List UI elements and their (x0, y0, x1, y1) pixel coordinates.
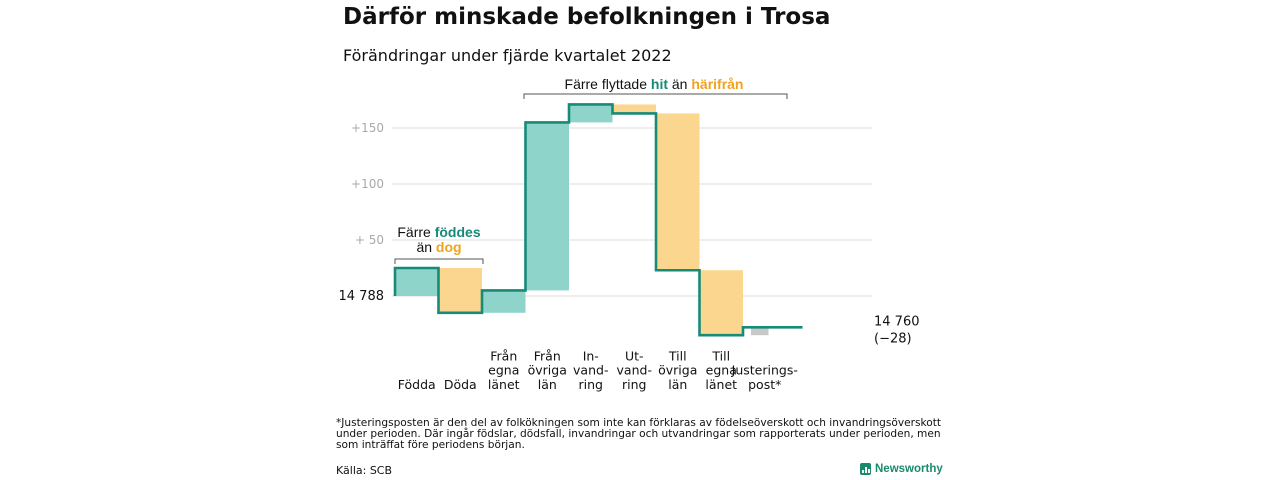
annotation-births-line2: än dog (416, 239, 461, 255)
category-label: In-vand-ring (573, 348, 608, 392)
category-label: Från egna länet (488, 348, 520, 392)
waterfall-bar (656, 113, 700, 271)
y-tick-label: + 50 (355, 233, 384, 247)
source-label: Källa: SCB (336, 464, 393, 477)
annotation-bracket (523, 93, 788, 99)
brand-logo: Newsworthy (860, 463, 943, 475)
cumulative-line (393, 103, 803, 337)
waterfall-bar (395, 268, 439, 296)
annotation-births-line1: Färre föddes (397, 224, 480, 240)
category-label: Till övriga län (658, 348, 697, 392)
waterfall-bar (751, 327, 769, 336)
waterfall-bar (438, 268, 482, 313)
waterfall-bar (525, 122, 569, 291)
end-value-label: 14 760 (874, 314, 920, 329)
category-label: Till egna länet (705, 348, 737, 392)
category-label: Justerings-post* (731, 363, 798, 392)
brand-chart-icon (860, 463, 871, 475)
chart-subtitle: Förändringar under fjärde kvartalet 2022 (343, 46, 672, 65)
category-label: Från övriga län (528, 348, 567, 392)
annotation-bracket (394, 258, 484, 264)
waterfall-bar (699, 270, 743, 336)
waterfall-bar (482, 290, 526, 313)
start-value-label: 14 788 (339, 289, 385, 304)
y-tick-label: +100 (351, 177, 384, 191)
chart-title: Därför minskade befolkningen i Trosa (343, 4, 831, 30)
category-label: Ut-vand-ring (617, 348, 652, 392)
y-tick-label: +150 (351, 121, 384, 135)
waterfall-bar (612, 104, 656, 114)
end-change-label: (−28) (874, 331, 912, 346)
category-label: Födda (398, 377, 436, 392)
footnote: *Justeringsposten är den del av folkökni… (336, 417, 942, 452)
annotation-migration: Färre flyttade hit än härifrån (565, 76, 744, 92)
category-label: Döda (444, 377, 477, 392)
brand-name: Newsworthy (875, 463, 943, 475)
waterfall-bar (569, 104, 613, 123)
